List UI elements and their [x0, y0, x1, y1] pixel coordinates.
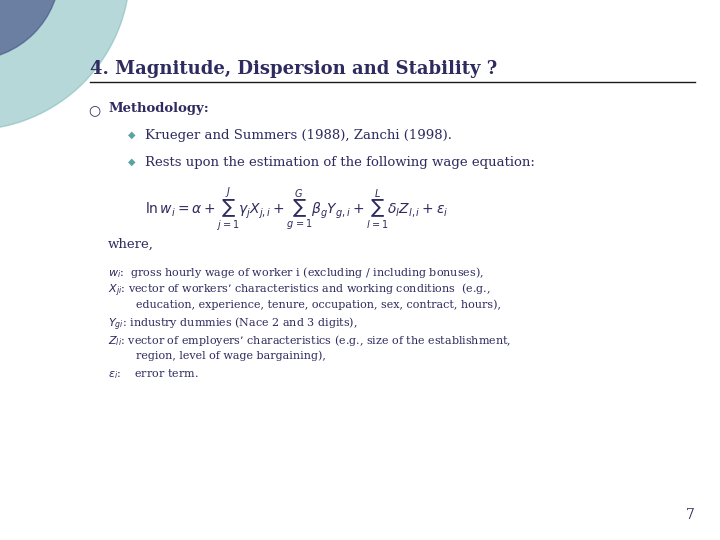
Text: Rests upon the estimation of the following wage equation:: Rests upon the estimation of the followi…	[145, 156, 535, 169]
Text: ◆: ◆	[128, 130, 135, 140]
Text: $\varepsilon_i$:    error term.: $\varepsilon_i$: error term.	[108, 367, 199, 381]
Text: ○: ○	[88, 103, 100, 117]
Text: $w_i$:  gross hourly wage of worker i (excluding / including bonuses),: $w_i$: gross hourly wage of worker i (ex…	[108, 265, 484, 280]
Text: $X_{ji}$: vector of workers’ characteristics and working conditions  (e.g.,: $X_{ji}$: vector of workers’ characteris…	[108, 282, 491, 299]
Circle shape	[0, 0, 60, 60]
Text: where,: where,	[108, 238, 154, 251]
Text: $\ln w_i = \alpha + \sum_{j=1}^{J} \gamma_j X_{j,i} + \sum_{g=1}^{G} \beta_g Y_{: $\ln w_i = \alpha + \sum_{j=1}^{J} \gamm…	[145, 185, 449, 233]
Text: ◆: ◆	[128, 157, 135, 167]
Text: region, level of wage bargaining),: region, level of wage bargaining),	[136, 350, 326, 361]
Text: Methodology:: Methodology:	[108, 102, 209, 115]
Text: 4. Magnitude, Dispersion and Stability ?: 4. Magnitude, Dispersion and Stability ?	[90, 60, 497, 78]
Circle shape	[0, 0, 130, 130]
Text: $Y_{gi}$: industry dummies (Nace 2 and 3 digits),: $Y_{gi}$: industry dummies (Nace 2 and 3…	[108, 316, 358, 333]
Text: 7: 7	[686, 508, 695, 522]
Text: $Z_{li}$: vector of employers’ characteristics (e.g., size of the establishment,: $Z_{li}$: vector of employers’ character…	[108, 333, 511, 348]
Text: Krueger and Summers (1988), Zanchi (1998).: Krueger and Summers (1988), Zanchi (1998…	[145, 129, 452, 142]
Text: education, experience, tenure, occupation, sex, contract, hours),: education, experience, tenure, occupatio…	[136, 299, 501, 309]
